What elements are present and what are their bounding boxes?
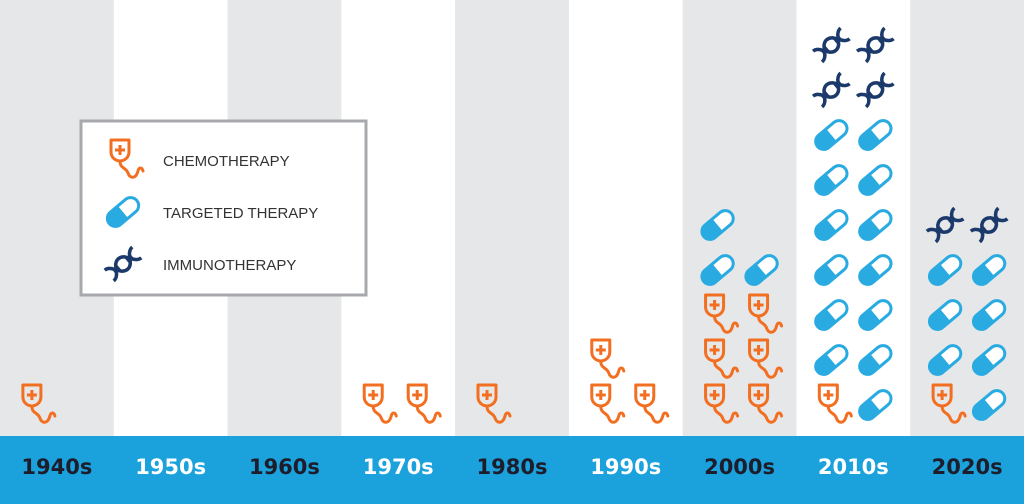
x-tick-label: 2000s xyxy=(704,455,775,479)
x-tick-label: 1980s xyxy=(477,455,548,479)
x-tick-label: 1950s xyxy=(135,455,206,479)
column-band xyxy=(568,0,684,436)
timeline-band xyxy=(0,436,1024,504)
x-tick-label: 2020s xyxy=(932,455,1003,479)
x-tick-label: 1960s xyxy=(249,455,320,479)
legend-label: TARGETED THERAPY xyxy=(163,205,318,222)
legend-label: CHEMOTHERAPY xyxy=(163,153,290,170)
column-band xyxy=(796,0,911,436)
x-tick-label: 1940s xyxy=(21,455,92,479)
column-band xyxy=(910,0,1024,436)
legend-label: IMMUNOTHERAPY xyxy=(163,257,296,274)
legend: CHEMOTHERAPY TARGETED THERAPY IMMUNOTHERAP… xyxy=(102,138,318,283)
column-band xyxy=(682,0,797,436)
x-tick-label: 1990s xyxy=(590,455,661,479)
column-band xyxy=(455,0,570,436)
x-tick-label: 2010s xyxy=(818,455,889,479)
x-tick-label: 1970s xyxy=(363,455,434,479)
